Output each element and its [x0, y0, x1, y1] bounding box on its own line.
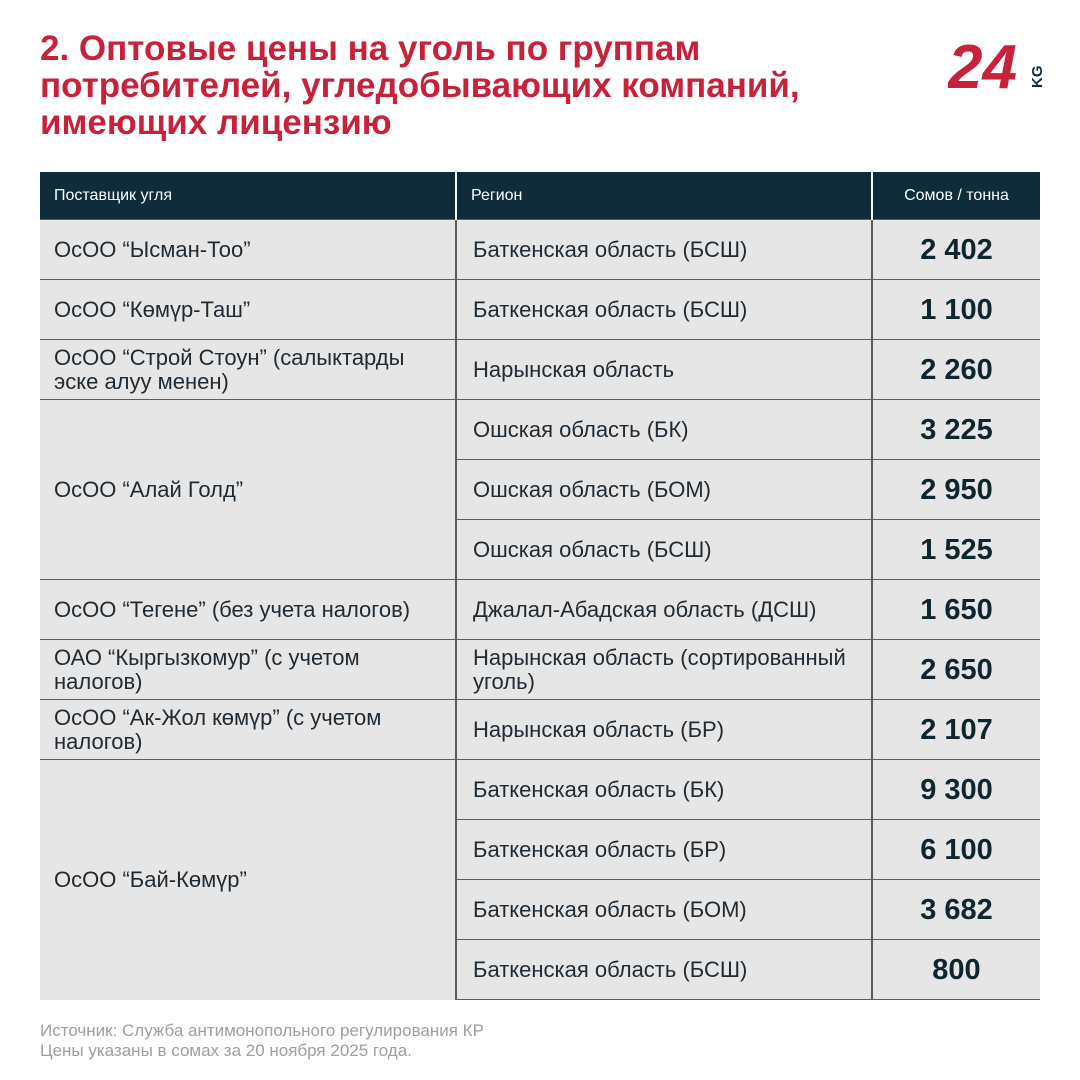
region-cell: Нарынская область (БР): [456, 699, 873, 760]
supplier-cell: ОсОО “Ак-Жол көмүр” (с учетом налогов): [40, 699, 457, 760]
supplier-cell: ОсОО “Көмүр-Таш”: [40, 279, 457, 340]
region-cell: Нарынская область (сортированный уголь): [456, 639, 873, 700]
price-cell: 800: [872, 939, 1040, 1000]
region-cell: Баткенская область (БСШ): [456, 939, 873, 1000]
table-header-row: Поставщик угля Регион Сомов / тонна: [40, 172, 1040, 220]
price-cell: 2 260: [872, 339, 1040, 400]
table-row: ОАО “Кыргызкомур” (с учетом налогов) Нары…: [40, 639, 1040, 700]
table-row: ОсОО “Көмүр-Таш” Баткенская область (БСШ)…: [40, 279, 1040, 340]
supplier-cell: ОАО “Кыргызкомур” (с учетом налогов): [40, 639, 457, 700]
price-cell: 3 225: [872, 399, 1040, 460]
header-region: Регион: [456, 172, 873, 220]
table-row: Ошская область (БОМ) 2 950: [40, 459, 1040, 520]
price-table: Поставщик угля Регион Сомов / тонна ОсОО…: [40, 172, 1040, 1000]
table-row: ОсОО “Ысман-Тоо” Баткенская область (БСШ)…: [40, 219, 1040, 280]
price-cell: 9 300: [872, 759, 1040, 820]
region-cell: Баткенская область (БОМ): [456, 879, 873, 940]
price-cell: 2 650: [872, 639, 1040, 700]
price-cell: 1 525: [872, 519, 1040, 580]
table-row: ОсОО “Бай-Көмүр” Баткенская область (БК) 9…: [40, 759, 1040, 1000]
table-row: Баткенская область (БОМ) 3 682: [40, 879, 1040, 940]
region-cell: Ошская область (БСШ): [456, 519, 873, 580]
price-cell: 2 950: [872, 459, 1040, 520]
logo-24kg: 24 KG: [948, 36, 1046, 96]
region-cell: Баткенская область (БСШ): [456, 279, 873, 340]
logo-number: 24: [948, 36, 1017, 96]
region-cell: Джалал-Абадская область (ДСШ): [456, 579, 873, 640]
price-cell: 2 402: [872, 219, 1040, 280]
price-cell: 3 682: [872, 879, 1040, 940]
table-row: Баткенская область (БР) 6 100: [40, 819, 1040, 880]
table-row: ОсОО “Ак-Жол көмүр” (с учетом налогов) На…: [40, 699, 1040, 760]
price-cell: 6 100: [872, 819, 1040, 880]
header-supplier: Поставщик угля: [40, 172, 457, 220]
region-cell: Баткенская область (БК): [456, 759, 873, 820]
supplier-cell: ОсОО “Бай-Көмүр”: [40, 759, 457, 1000]
header-price: Сомов / тонна: [872, 172, 1040, 220]
region-cell: Ошская область (БК): [456, 399, 873, 460]
table-body: ОсОО “Ысман-Тоо” Баткенская область (БСШ)…: [40, 219, 1040, 1000]
table-row: ОсОО “Строй Стоун” (салыктарды эске алуу…: [40, 339, 1040, 400]
region-cell: Ошская область (БОМ): [456, 459, 873, 520]
source-note: Источник: Служба антимонопольного регули…: [40, 1021, 940, 1061]
supplier-cell: ОсОО “Алай Голд”: [40, 399, 457, 580]
supplier-cell: ОсОО “Тегене” (без учета налогов): [40, 579, 457, 640]
region-cell: Баткенская область (БР): [456, 819, 873, 880]
table-row: ОсОО “Алай Голд” Ошская область (БК) 3 225: [40, 399, 1040, 580]
table-row: ОсОО “Тегене” (без учета налогов) Джалал-…: [40, 579, 1040, 640]
date-line: Цены указаны в сомах за 20 ноября 2025 г…: [40, 1041, 412, 1060]
page-title: 2. Оптовые цены на уголь по группам потр…: [40, 29, 800, 142]
logo-suffix: KG: [1029, 66, 1046, 89]
region-cell: Баткенская область (БСШ): [456, 219, 873, 280]
region-cell: Нарынская область: [456, 339, 873, 400]
price-cell: 1 100: [872, 279, 1040, 340]
price-cell: 2 107: [872, 699, 1040, 760]
price-cell: 1 650: [872, 579, 1040, 640]
table-row: Баткенская область (БСШ) 800: [40, 939, 1040, 1000]
table-row: Ошская область (БСШ) 1 525: [40, 519, 1040, 580]
supplier-cell: ОсОО “Ысман-Тоо”: [40, 219, 457, 280]
supplier-cell: ОсОО “Строй Стоун” (салыктарды эске алуу…: [40, 339, 457, 400]
source-line: Источник: Служба антимонопольного регули…: [40, 1021, 484, 1040]
